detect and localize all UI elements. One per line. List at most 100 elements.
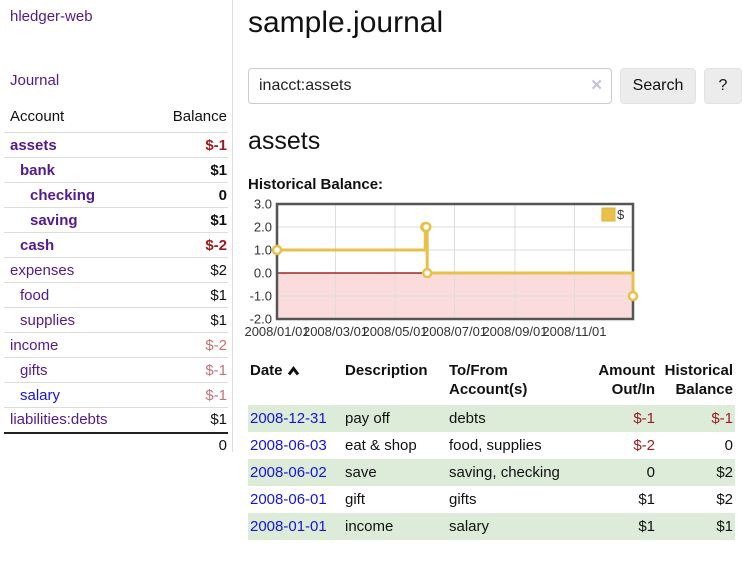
register-header-balance: Historical Balance — [664, 362, 733, 398]
chart-canvas: $3.0 2.0 1.0 0.0 -1.0 -2.02008/01/012008/03/0… — [244, 197, 639, 339]
account-link[interactable]: expenses — [10, 261, 75, 279]
transaction-accounts: saving, checking — [449, 464, 560, 481]
register-header-amount: Amount Out/In — [598, 362, 655, 398]
account-row: food $1 — [4, 282, 228, 308]
transaction-amount: 0 — [646, 464, 655, 481]
account-link[interactable]: cash — [20, 236, 55, 254]
transaction-balance: 0 — [724, 437, 733, 454]
account-link[interactable]: gifts — [20, 361, 48, 379]
account-balance: $-1 — [144, 132, 228, 158]
legend-label: $ — [617, 207, 625, 222]
register-header-date[interactable]: Date — [248, 359, 345, 405]
account-row: assets $-1 — [4, 132, 228, 158]
search-input[interactable] — [248, 68, 612, 104]
chart-title: Historical Balance: — [248, 176, 384, 193]
account-row: expenses $2 — [4, 257, 228, 283]
account-row: gifts $-1 — [4, 357, 228, 383]
transaction-description: eat & shop — [345, 437, 417, 454]
page-title: sample.journal — [248, 6, 444, 39]
account-balance: $-1 — [144, 382, 228, 408]
x-tick-label: 2008/07/01 — [422, 324, 487, 339]
clear-search-icon[interactable]: ✕ — [590, 77, 603, 94]
transaction-description: save — [345, 464, 377, 481]
transaction-amount: $1 — [638, 491, 655, 508]
account-link[interactable]: income — [10, 336, 59, 354]
x-tick-label: 2008/01/01 — [244, 324, 309, 339]
transaction-date-link[interactable]: 2008-12-31 — [250, 410, 327, 427]
transaction-description: pay off — [345, 410, 390, 427]
register-header-accounts: To/From Account(s) — [449, 362, 528, 398]
accounts-total-value: 0 — [144, 431, 228, 458]
account-balance: $1 — [144, 282, 228, 308]
account-row: supplies $1 — [4, 307, 228, 333]
account-link[interactable]: liabilities:debts — [10, 411, 108, 429]
accounts-table: Account Balance assets $-1 bank $1 checking 0… — [4, 103, 228, 458]
app-brand-link[interactable]: hledger-web — [10, 8, 93, 25]
account-link[interactable]: assets — [10, 136, 57, 154]
account-row: bank $1 — [4, 157, 228, 183]
account-balance: $1 — [144, 307, 228, 333]
transaction-date-link[interactable]: 2008-06-03 — [250, 437, 327, 454]
account-row: cash $-2 — [4, 232, 228, 258]
transaction-description: gift — [345, 491, 366, 508]
register-header-description: Description — [345, 362, 428, 379]
account-balance: $-2 — [144, 232, 228, 258]
account-row: saving $1 — [4, 207, 228, 233]
data-point-marker — [627, 290, 639, 302]
search-form: ✕ Search ? — [248, 68, 742, 104]
transaction-accounts: food, supplies — [449, 437, 542, 454]
help-button[interactable]: ? — [704, 68, 742, 104]
x-tick-label: 2008/05/01 — [362, 324, 427, 339]
account-row: salary $-1 — [4, 382, 228, 408]
transaction-accounts: salary — [449, 518, 490, 535]
transaction-date-link[interactable]: 2008-01-01 — [250, 518, 327, 535]
account-row: liabilities:debts $1 — [4, 407, 228, 433]
sort-ascending-icon — [287, 366, 299, 376]
main-content: sample.journal ✕ Search ? assets Histori… — [244, 0, 742, 540]
y-tick-label: 2.0 — [254, 220, 272, 235]
account-balance: $1 — [144, 207, 228, 233]
y-tick-label: -1.0 — [250, 289, 272, 304]
account-link[interactable]: saving — [30, 211, 78, 229]
account-balance: $1 — [144, 157, 228, 183]
search-button[interactable]: Search — [620, 68, 696, 104]
transaction-accounts: debts — [449, 410, 486, 427]
y-tick-label: 1.0 — [254, 243, 272, 258]
transaction-accounts: gifts — [449, 491, 477, 508]
chart-border — [275, 202, 635, 321]
transaction-balance: $2 — [716, 491, 733, 508]
transaction-date-link[interactable]: 2008-06-02 — [250, 464, 327, 481]
transaction-row: 2008-06-03 eat & shop food, supplies $-2 0 — [248, 432, 735, 459]
y-tick-label: 3.0 — [254, 197, 272, 212]
transactions-table: Date Description To/From Account(s) Amou… — [248, 359, 735, 540]
data-point-marker — [271, 244, 283, 256]
account-link[interactable]: food — [20, 286, 50, 304]
transaction-row: 2008-01-01 income salary $1 $1 — [248, 513, 735, 540]
legend-swatch — [601, 207, 616, 222]
x-tick-label: 2008/11/01 — [542, 324, 606, 339]
x-tick-label: 2008/09/01 — [482, 324, 547, 339]
account-balance: $-2 — [144, 332, 228, 358]
account-balance: $2 — [144, 257, 228, 283]
account-heading: assets — [248, 127, 321, 155]
x-tick-label: 2008/03/01 — [303, 324, 368, 339]
transaction-row: 2008-06-02 save saving, checking 0 $2 — [248, 459, 735, 486]
transaction-balance: $-1 — [711, 410, 733, 427]
account-link[interactable]: supplies — [20, 311, 76, 329]
account-balance: $-1 — [144, 357, 228, 383]
transaction-description: income — [345, 518, 394, 535]
transaction-row: 2008-12-31 pay off debts $-1 $-1 — [248, 405, 735, 432]
accounts-header-account: Account — [10, 108, 65, 125]
account-row: income $-2 — [4, 332, 228, 358]
sidebar-item-journal[interactable]: Journal — [10, 72, 60, 89]
data-point-marker — [420, 221, 432, 233]
sidebar: hledger-web Journal Account Balance asse… — [0, 0, 233, 458]
transaction-balance: $1 — [716, 518, 733, 535]
accounts-header-balance: Balance — [172, 108, 227, 125]
transaction-amount: $1 — [638, 518, 655, 535]
transaction-date-link[interactable]: 2008-06-01 — [250, 491, 327, 508]
accounts-total-row: 0 — [4, 431, 228, 458]
account-link[interactable]: bank — [20, 161, 56, 179]
account-link[interactable]: salary — [20, 386, 61, 404]
account-link[interactable]: checking — [30, 186, 96, 204]
